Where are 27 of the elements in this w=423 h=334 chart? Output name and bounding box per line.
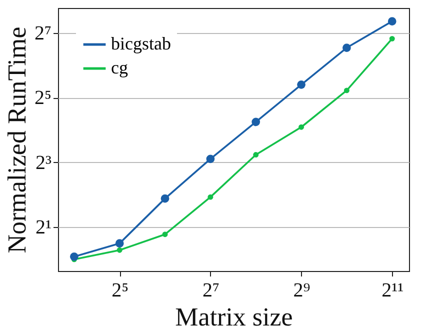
point	[297, 80, 306, 89]
point	[252, 118, 260, 126]
y-axis-title: Normalized RunTime	[2, 26, 32, 254]
point	[344, 88, 350, 94]
y-tick-label: 2⁷	[34, 22, 52, 44]
point	[253, 152, 259, 158]
x-tick-label: 2⁵	[112, 280, 129, 302]
point	[70, 252, 78, 261]
point	[206, 154, 215, 164]
legend-label: cg	[111, 58, 128, 78]
point	[342, 44, 351, 52]
y-tick-label: 2⁵	[34, 87, 52, 110]
x-tick-label: 2⁹	[293, 280, 310, 302]
y-tick-label: 2³	[36, 152, 52, 174]
x-axis-title: Matrix size	[175, 302, 293, 332]
point	[298, 124, 304, 130]
point	[115, 239, 124, 248]
point	[208, 194, 214, 200]
legend-label: bicgstab	[111, 34, 171, 54]
point	[162, 232, 168, 238]
x-tick-label: 2⁷	[202, 280, 220, 302]
x-tick-label: 2¹¹	[382, 280, 404, 302]
point	[389, 36, 395, 42]
point	[388, 17, 396, 26]
point	[160, 194, 170, 203]
point	[116, 247, 122, 253]
y-tick-label: 2¹	[36, 216, 52, 239]
